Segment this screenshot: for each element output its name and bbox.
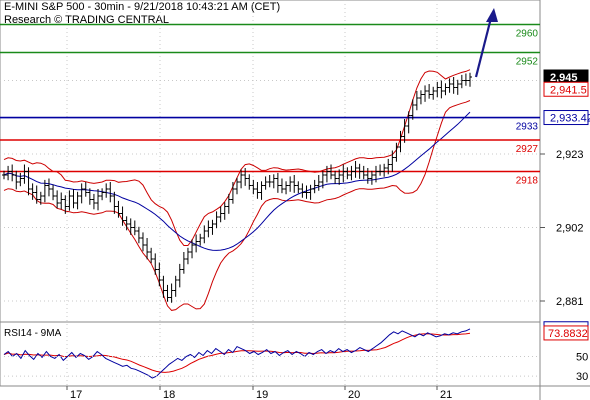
price-axis: 2,881 2,902 2,923	[540, 149, 584, 308]
bollinger-upper-band	[3, 69, 471, 246]
price-bars	[2, 72, 472, 303]
chart-title: E-MINI S&P 500 - 30min - 9/21/2018 10:43…	[4, 1, 281, 13]
level-label-2918: 2918	[516, 176, 539, 187]
rsi-line	[3, 328, 471, 379]
rsi-tag-label: 73.8832	[548, 328, 588, 340]
level-label-2933: 2933	[516, 122, 539, 133]
time-tick-label: 20	[348, 389, 360, 400]
time-axis: 17 18 19 20 21	[66, 386, 452, 400]
price-tick-label: 2,902	[556, 223, 584, 235]
rsi-tick-label: 30	[576, 371, 588, 383]
price-tag-label: 2,945	[550, 72, 578, 84]
support-resistance-levels: 2960 2952 2933 2927 2918	[0, 23, 540, 187]
price-tag-box	[543, 81, 589, 97]
price-panel-frame	[0, 0, 541, 323]
price-tick-label: 2,881	[556, 296, 584, 308]
level-label-2960: 2960	[516, 29, 539, 40]
rsi-tick-label: 50	[576, 351, 588, 363]
time-tick-label: 21	[440, 389, 452, 400]
rsi-tag-box	[543, 325, 589, 341]
time-tick-label: 19	[256, 389, 268, 400]
projection-arrow	[474, 8, 498, 78]
rsi-panel-title: RSI14 - 9MA	[4, 328, 62, 339]
price-tick-label: 2,923	[556, 149, 584, 161]
price-tag-box	[543, 110, 589, 126]
bollinger-lower-band	[3, 100, 471, 311]
rsi-panel: RSI14 - 9MA305078.133473.8832	[0, 321, 589, 383]
grid-lines	[0, 0, 540, 386]
research-credit: Research © TRADING CENTRAL	[4, 14, 169, 26]
time-tick-label: 18	[163, 389, 175, 400]
price-tag-label: 2,933.42	[550, 113, 590, 125]
price-tag-label: 2,941.5	[550, 84, 587, 96]
level-label-2927: 2927	[516, 144, 539, 155]
projection-arrow-head	[486, 8, 498, 22]
rsi-ma-line	[3, 332, 471, 373]
projection-arrow-line	[474, 13, 494, 78]
time-tick-label: 17	[70, 389, 82, 400]
level-label-2952: 2952	[516, 57, 539, 68]
